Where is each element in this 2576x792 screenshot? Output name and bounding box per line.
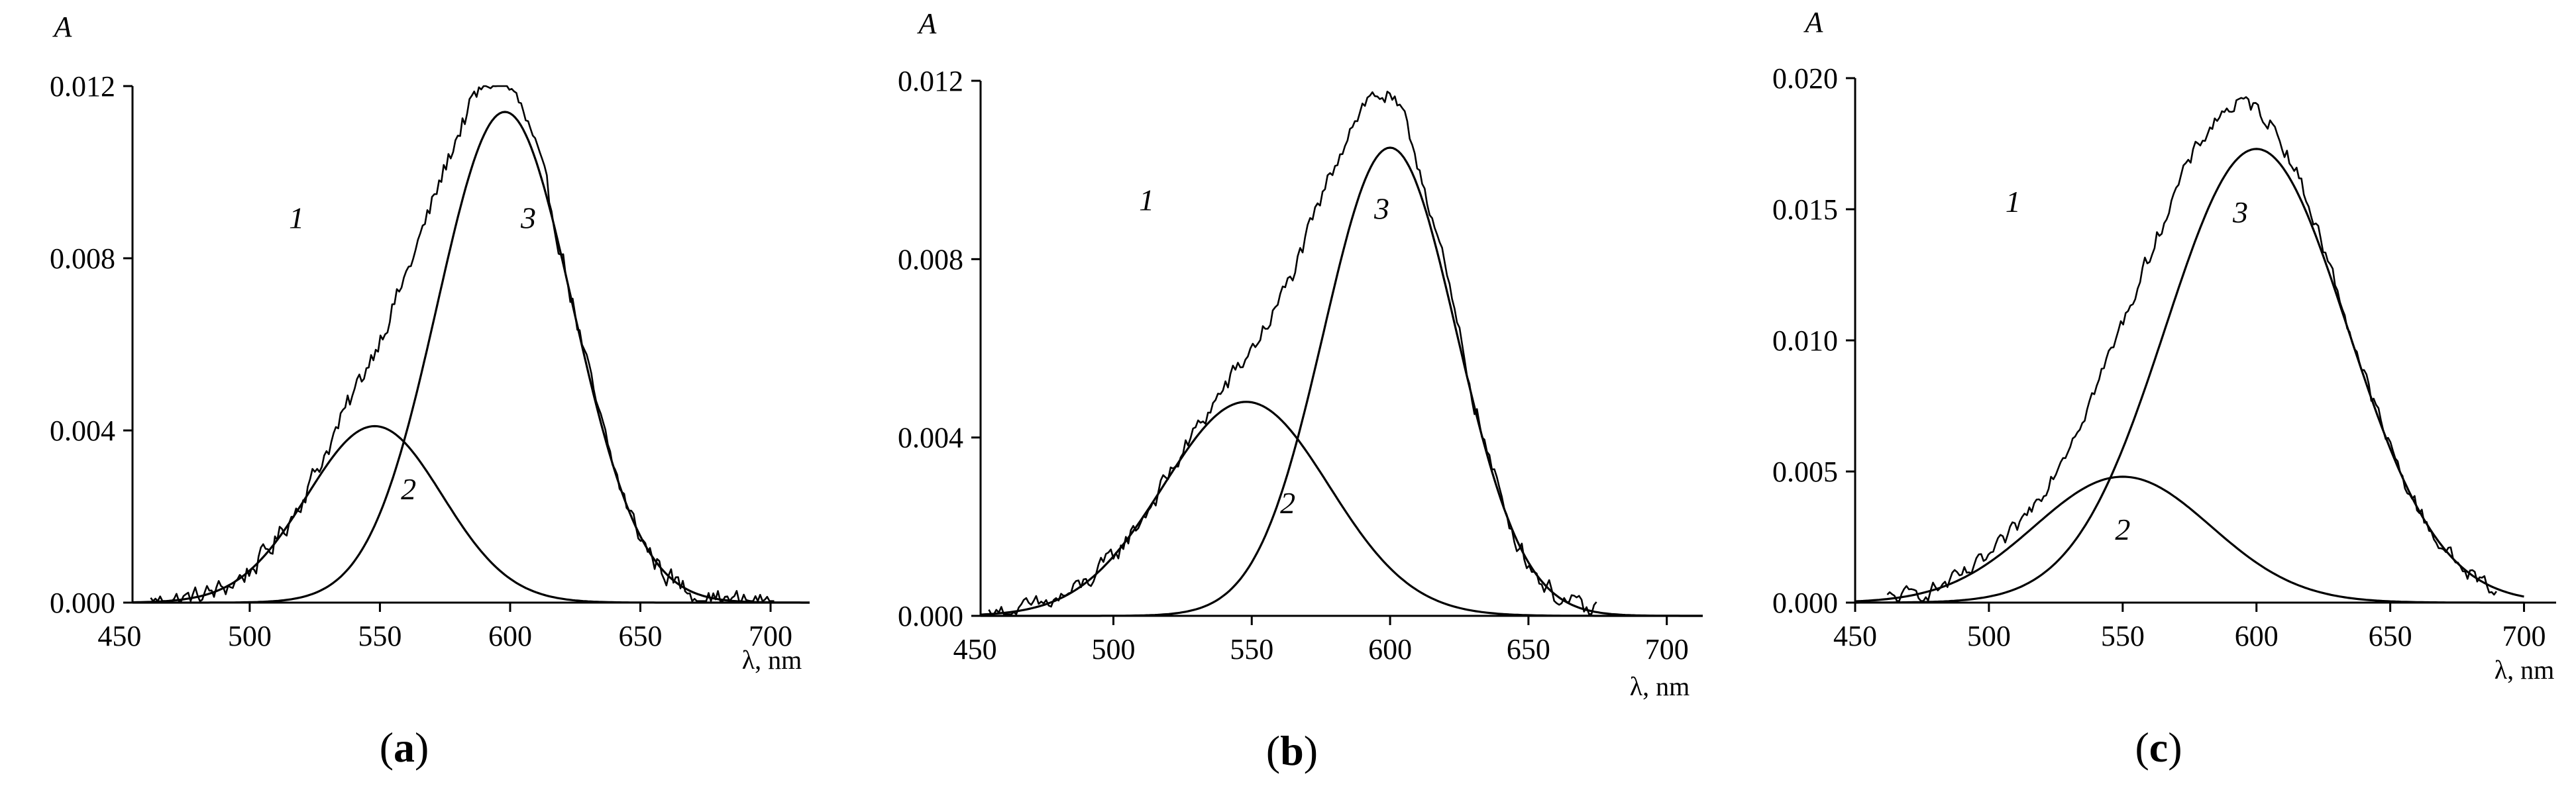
x-tick-label: 700 xyxy=(2502,620,2546,652)
x-tick-label: 600 xyxy=(2235,620,2279,652)
panel-label-paren: ) xyxy=(2168,724,2182,771)
series-2-label: 2 xyxy=(2115,513,2130,546)
x-tick-label: 450 xyxy=(1833,620,1877,652)
series-2-label: 2 xyxy=(1280,486,1295,520)
series-1-line xyxy=(150,85,775,602)
y-tick-label: 0.004 xyxy=(50,415,115,447)
panel-label: (c) xyxy=(2135,724,2182,771)
x-tick-label: 550 xyxy=(358,620,402,652)
y-axis-label: A xyxy=(1803,6,1824,38)
panel-label-letter: b xyxy=(1280,727,1304,774)
x-tick-label: 650 xyxy=(1507,633,1550,666)
y-tick-label: 0.004 xyxy=(898,422,963,454)
y-tick-label: 0.008 xyxy=(50,242,115,275)
x-tick-label: 650 xyxy=(2369,620,2412,652)
series-2-line xyxy=(1854,475,2524,604)
y-tick-label: 0.012 xyxy=(898,65,963,97)
y-tick-label: 0.020 xyxy=(1772,62,1838,95)
y-tick-label: 0.000 xyxy=(1772,587,1838,619)
y-tick-label: 0.012 xyxy=(50,70,115,103)
panel-label-paren: ( xyxy=(2135,724,2149,771)
series-3-line xyxy=(981,146,1703,617)
series-2-line xyxy=(132,424,810,604)
chart-panel-a: 450 500 550 600 650 700 0.000 0.004 0.008 0.012 Aλ… xyxy=(50,11,810,771)
chart-panel-b: 450 500 550 600 650 700 0.000 0.004 0.008 0.012 Aλ… xyxy=(898,7,1703,774)
x-tick-label: 500 xyxy=(228,620,272,652)
panel-label-paren: ( xyxy=(1266,727,1280,774)
panel-label: (a) xyxy=(380,724,429,771)
x-tick-label: 600 xyxy=(1368,633,1412,666)
series-3-label: 3 xyxy=(520,201,536,235)
x-axis-label: λ, nm xyxy=(1630,671,1690,701)
panel-label-letter: c xyxy=(2149,724,2168,771)
series-1-line xyxy=(1886,96,2497,602)
series-2-label: 2 xyxy=(401,472,416,506)
y-axis-label: A xyxy=(917,7,938,40)
x-tick-label: 700 xyxy=(1645,633,1689,666)
series-1-label: 1 xyxy=(1139,183,1154,217)
y-tick-label: 0.005 xyxy=(1772,456,1838,488)
panel-label-paren: ) xyxy=(1304,727,1318,774)
panel-label-paren: ( xyxy=(380,724,394,771)
series-3-label: 3 xyxy=(2232,195,2248,229)
x-axis-label: λ, nm xyxy=(2495,655,2555,685)
series-1-line xyxy=(988,91,1597,615)
x-tick-label: 700 xyxy=(749,620,792,652)
x-tick-label: 650 xyxy=(619,620,663,652)
panel-label: (b) xyxy=(1266,727,1318,774)
panel-label-paren: ) xyxy=(415,724,429,771)
chart-panel-c: 450 500 550 600 650 700 0.000 0.005 0.010 0.015 0.… xyxy=(1772,6,2556,771)
x-tick-label: 500 xyxy=(1967,620,2011,652)
y-tick-label: 0.000 xyxy=(898,600,963,632)
series-2-line xyxy=(980,401,1703,617)
series-1-label: 1 xyxy=(289,201,304,235)
y-tick-label: 0.000 xyxy=(50,587,115,619)
y-tick-label: 0.010 xyxy=(1772,324,1838,357)
x-tick-label: 500 xyxy=(1091,633,1135,666)
x-tick-label: 450 xyxy=(97,620,141,652)
x-tick-label: 550 xyxy=(2101,620,2145,652)
y-axis-label: A xyxy=(52,11,73,43)
series-3-line xyxy=(1855,148,2524,604)
x-tick-label: 550 xyxy=(1230,633,1273,666)
series-3-line xyxy=(133,111,810,604)
x-tick-label: 600 xyxy=(488,620,532,652)
y-tick-label: 0.015 xyxy=(1772,193,1838,226)
x-tick-label: 450 xyxy=(953,633,997,666)
x-axis-label: λ, nm xyxy=(742,645,802,675)
y-tick-label: 0.008 xyxy=(898,243,963,275)
panel-label-letter: a xyxy=(394,724,415,771)
series-1-label: 1 xyxy=(2006,185,2021,219)
series-3-label: 3 xyxy=(1373,192,1389,226)
